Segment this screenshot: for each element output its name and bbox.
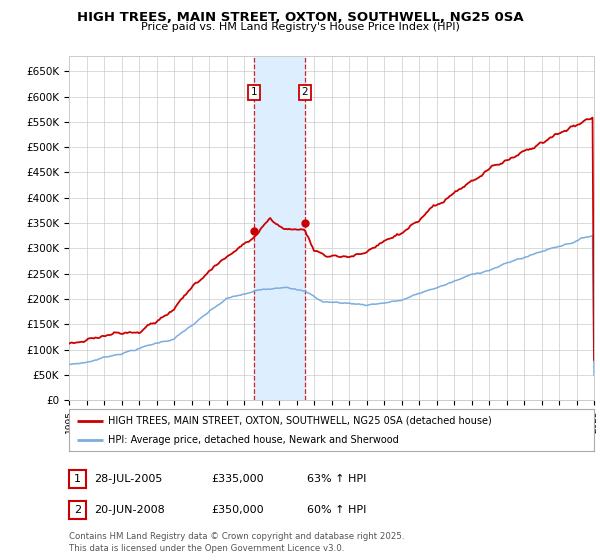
Bar: [254, 56, 305, 400]
Text: 63% ↑ HPI: 63% ↑ HPI: [307, 474, 367, 484]
Text: 20-JUN-2008: 20-JUN-2008: [94, 505, 165, 515]
Text: 1: 1: [74, 474, 81, 484]
Text: HPI: Average price, detached house, Newark and Sherwood: HPI: Average price, detached house, Newa…: [109, 435, 399, 445]
Text: £335,000: £335,000: [211, 474, 264, 484]
Text: 1: 1: [251, 87, 257, 97]
Text: 60% ↑ HPI: 60% ↑ HPI: [307, 505, 367, 515]
Text: 2: 2: [301, 87, 308, 97]
Text: HIGH TREES, MAIN STREET, OXTON, SOUTHWELL, NG25 0SA: HIGH TREES, MAIN STREET, OXTON, SOUTHWEL…: [77, 11, 523, 24]
Text: £350,000: £350,000: [211, 505, 264, 515]
Text: 2: 2: [74, 505, 81, 515]
Text: Contains HM Land Registry data © Crown copyright and database right 2025.
This d: Contains HM Land Registry data © Crown c…: [69, 533, 404, 553]
Text: 28-JUL-2005: 28-JUL-2005: [94, 474, 163, 484]
Text: HIGH TREES, MAIN STREET, OXTON, SOUTHWELL, NG25 0SA (detached house): HIGH TREES, MAIN STREET, OXTON, SOUTHWEL…: [109, 416, 492, 426]
Text: Price paid vs. HM Land Registry's House Price Index (HPI): Price paid vs. HM Land Registry's House …: [140, 22, 460, 32]
